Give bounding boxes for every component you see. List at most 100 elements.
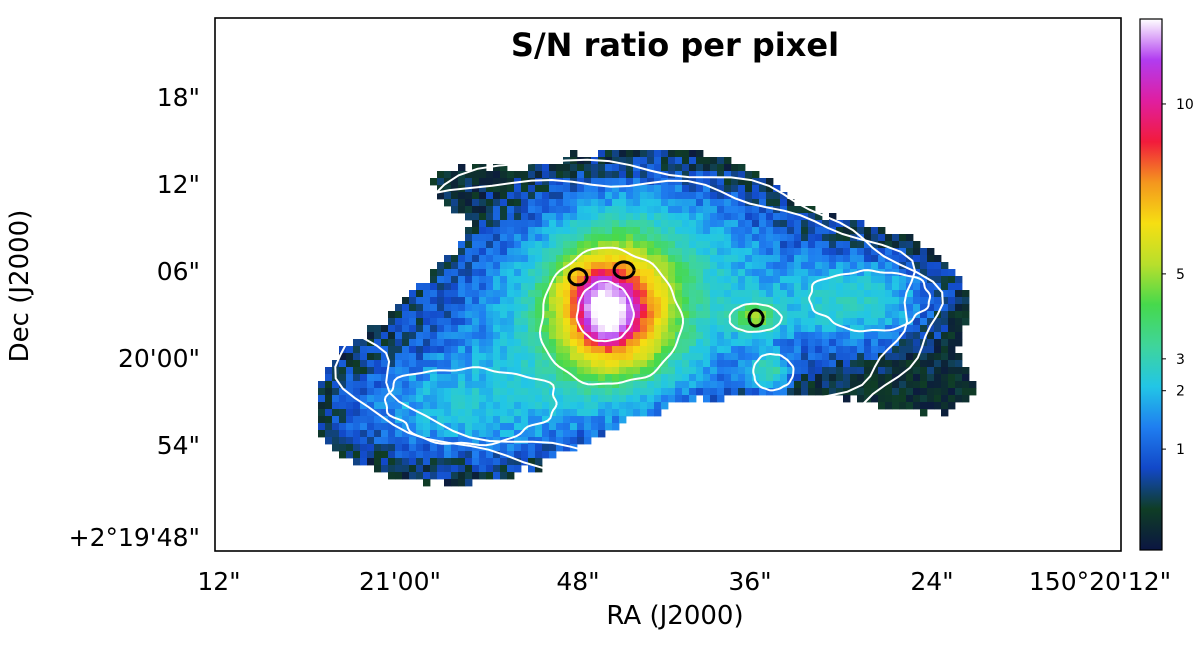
heatmap-cell xyxy=(640,199,648,207)
heatmap-cell xyxy=(528,416,536,424)
heatmap-cell xyxy=(682,353,690,361)
heatmap-cell xyxy=(549,423,557,431)
heatmap-cell xyxy=(437,297,445,305)
heatmap-cell xyxy=(444,409,452,417)
heatmap-cell xyxy=(850,346,858,354)
heatmap-cell xyxy=(500,444,508,452)
heatmap-cell xyxy=(507,430,515,438)
heatmap-cell xyxy=(458,381,466,389)
heatmap-cell xyxy=(759,227,767,235)
heatmap-cell xyxy=(528,437,536,445)
heatmap-cell xyxy=(549,416,557,424)
heatmap-cell xyxy=(507,297,515,305)
heatmap-cell xyxy=(766,339,774,347)
heatmap-cell xyxy=(612,199,620,207)
heatmap-cell xyxy=(521,374,529,382)
heatmap-cell xyxy=(514,262,522,270)
heatmap-cell xyxy=(584,395,592,403)
heatmap-cell xyxy=(696,297,704,305)
heatmap-cell xyxy=(577,388,585,396)
heatmap-cell xyxy=(654,150,662,158)
heatmap-cell xyxy=(395,472,403,480)
heatmap-cell xyxy=(507,318,515,326)
heatmap-cell xyxy=(570,262,578,270)
heatmap-cell xyxy=(661,220,669,228)
heatmap-cell xyxy=(416,367,424,375)
heatmap-cell xyxy=(773,241,781,249)
heatmap-cell xyxy=(423,318,431,326)
heatmap-cell xyxy=(759,332,767,340)
heatmap-cell xyxy=(703,297,711,305)
heatmap-cell xyxy=(682,325,690,333)
heatmap-cell xyxy=(500,367,508,375)
heatmap-cell xyxy=(773,269,781,277)
heatmap-cell xyxy=(871,367,879,375)
heatmap-cell xyxy=(934,318,942,326)
heatmap-cell xyxy=(941,388,949,396)
heatmap-cell xyxy=(619,192,627,200)
heatmap-cell xyxy=(388,416,396,424)
heatmap-cell xyxy=(647,234,655,242)
heatmap-cell xyxy=(752,318,760,326)
heatmap-cell xyxy=(570,164,578,172)
heatmap-cell xyxy=(556,430,564,438)
heatmap-cell xyxy=(955,290,963,298)
heatmap-cell xyxy=(703,178,711,186)
heatmap-cell xyxy=(738,248,746,256)
heatmap-cell xyxy=(535,213,543,221)
heatmap-cell xyxy=(542,164,550,172)
heatmap-cell xyxy=(500,458,508,466)
heatmap-cell xyxy=(696,304,704,312)
heatmap-cell xyxy=(948,290,956,298)
heatmap-cell xyxy=(451,304,459,312)
heatmap-cell xyxy=(591,290,599,298)
x-tick-label: 24" xyxy=(910,567,953,596)
heatmap-cell xyxy=(920,290,928,298)
heatmap-cell xyxy=(528,192,536,200)
heatmap-cell xyxy=(773,318,781,326)
heatmap-cell xyxy=(472,248,480,256)
heatmap-cell xyxy=(472,199,480,207)
heatmap-cell xyxy=(500,304,508,312)
heatmap-cell xyxy=(472,339,480,347)
heatmap-cell xyxy=(801,234,809,242)
heatmap-cell xyxy=(500,220,508,228)
heatmap-cell xyxy=(444,437,452,445)
heatmap-cell xyxy=(752,227,760,235)
heatmap-cell xyxy=(682,367,690,375)
heatmap-cell xyxy=(808,325,816,333)
heatmap-cell xyxy=(563,269,571,277)
heatmap-cell xyxy=(752,297,760,305)
heatmap-cell xyxy=(612,248,620,256)
heatmap-cell xyxy=(836,220,844,228)
heatmap-cell xyxy=(906,248,914,256)
heatmap-cell xyxy=(423,451,431,459)
heatmap-cell xyxy=(927,318,935,326)
heatmap-cell xyxy=(514,311,522,319)
heatmap-cell xyxy=(367,402,375,410)
heatmap-cell xyxy=(906,402,914,410)
heatmap-cell xyxy=(451,325,459,333)
heatmap-cell xyxy=(542,241,550,249)
heatmap-cell xyxy=(738,234,746,242)
heatmap-cell xyxy=(514,213,522,221)
heatmap-cell xyxy=(556,325,564,333)
heatmap-cell xyxy=(815,388,823,396)
heatmap-cell xyxy=(486,192,494,200)
heatmap-cell xyxy=(647,332,655,340)
heatmap-cell xyxy=(549,451,557,459)
heatmap-cell xyxy=(724,297,732,305)
heatmap-cell xyxy=(633,339,641,347)
heatmap-cell xyxy=(724,171,732,179)
heatmap-cell xyxy=(934,353,942,361)
heatmap-cell xyxy=(465,339,473,347)
heatmap-cell xyxy=(864,332,872,340)
heatmap-cell xyxy=(521,318,529,326)
heatmap-cell xyxy=(745,304,753,312)
heatmap-cell xyxy=(381,332,389,340)
heatmap-cell xyxy=(948,381,956,389)
heatmap-cell xyxy=(367,437,375,445)
heatmap-cell xyxy=(633,157,641,165)
heatmap-cell xyxy=(689,311,697,319)
heatmap-cell xyxy=(570,297,578,305)
